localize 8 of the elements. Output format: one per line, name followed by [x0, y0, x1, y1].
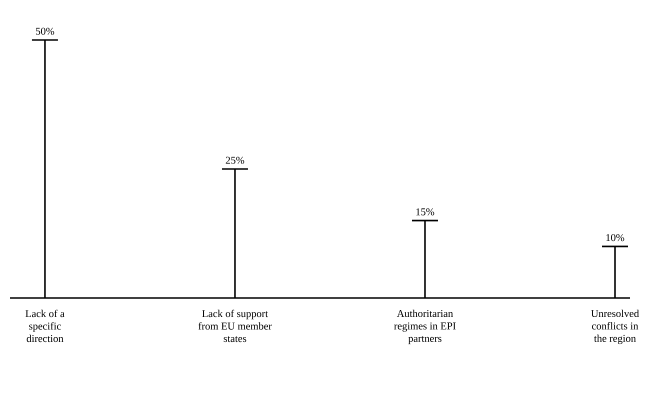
x-tick-label: Unresolved conflicts in the region	[591, 310, 639, 344]
data-label: 50%	[36, 28, 54, 35]
data-label: 15%	[416, 208, 434, 216]
x-tick-label: Authoritarian regimes in EPI partners	[394, 310, 456, 344]
x-tick-label: Lack of a specific direction	[26, 310, 65, 342]
data-label: 25%	[226, 156, 244, 164]
data-label: 10%	[606, 234, 624, 242]
x-tick-label: Lack of support from EU member states	[198, 310, 272, 342]
